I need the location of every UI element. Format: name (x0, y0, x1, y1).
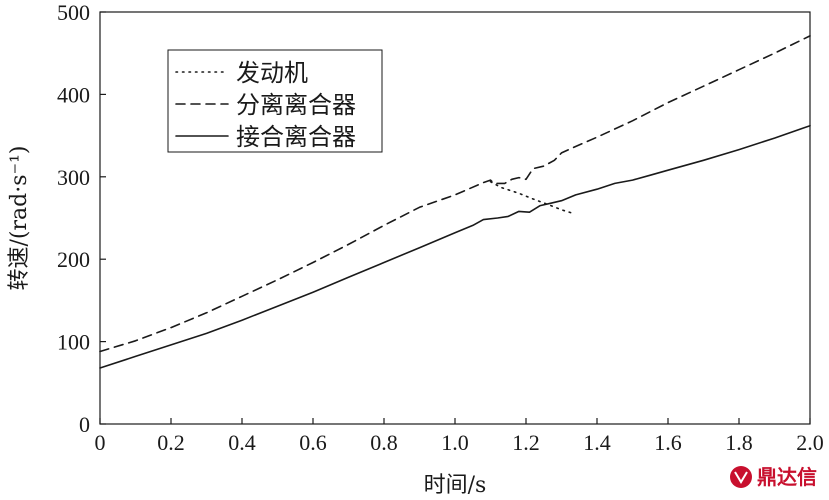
x-tick-label: 1.0 (441, 430, 469, 455)
y-tick-label: 200 (57, 247, 90, 272)
x-tick-label: 0 (95, 430, 106, 455)
x-tick-label: 0.6 (299, 430, 327, 455)
x-tick-label: 1.8 (725, 430, 753, 455)
y-tick-label: 400 (57, 82, 90, 107)
series-line-dotted (489, 180, 573, 214)
series-line-dashed (99, 35, 811, 353)
legend-label: 分离离合器 (236, 91, 356, 119)
x-tick-label: 0.8 (370, 430, 398, 455)
legend-label: 接合离合器 (236, 123, 356, 151)
x-axis: 0 0.2 0.4 0.6 0.8 1.0 1.2 1.4 1.6 1.8 2.0 (95, 418, 824, 455)
x-axis-title: 时间/s (424, 473, 487, 498)
x-tick-label: 1.2 (512, 430, 540, 455)
y-tick-label: 100 (57, 330, 90, 355)
x-tick-label: 2.0 (796, 430, 824, 455)
series-line-solid (99, 124, 811, 369)
x-tick-label: 1.6 (654, 430, 682, 455)
y-tick-label: 0 (79, 412, 90, 437)
x-tick-label: 0.4 (228, 430, 256, 455)
x-tick-label: 0.2 (157, 430, 185, 455)
x-tick-label: 1.4 (583, 430, 611, 455)
y-axis: 0 100 200 300 400 500 (57, 0, 106, 437)
legend-box (167, 49, 383, 153)
watermark: 鼎达信 (730, 465, 817, 489)
y-axis-title: 转速/(rad·s⁻¹) (7, 145, 32, 290)
series-layer (99, 35, 811, 369)
watermark-logo-icon (730, 466, 752, 488)
watermark-text: 鼎达信 (757, 465, 817, 489)
watermark-logo-mark (734, 471, 748, 484)
legend-label: 发动机 (236, 59, 308, 87)
y-tick-label: 300 (57, 165, 90, 190)
y-tick-label: 500 (57, 0, 90, 25)
